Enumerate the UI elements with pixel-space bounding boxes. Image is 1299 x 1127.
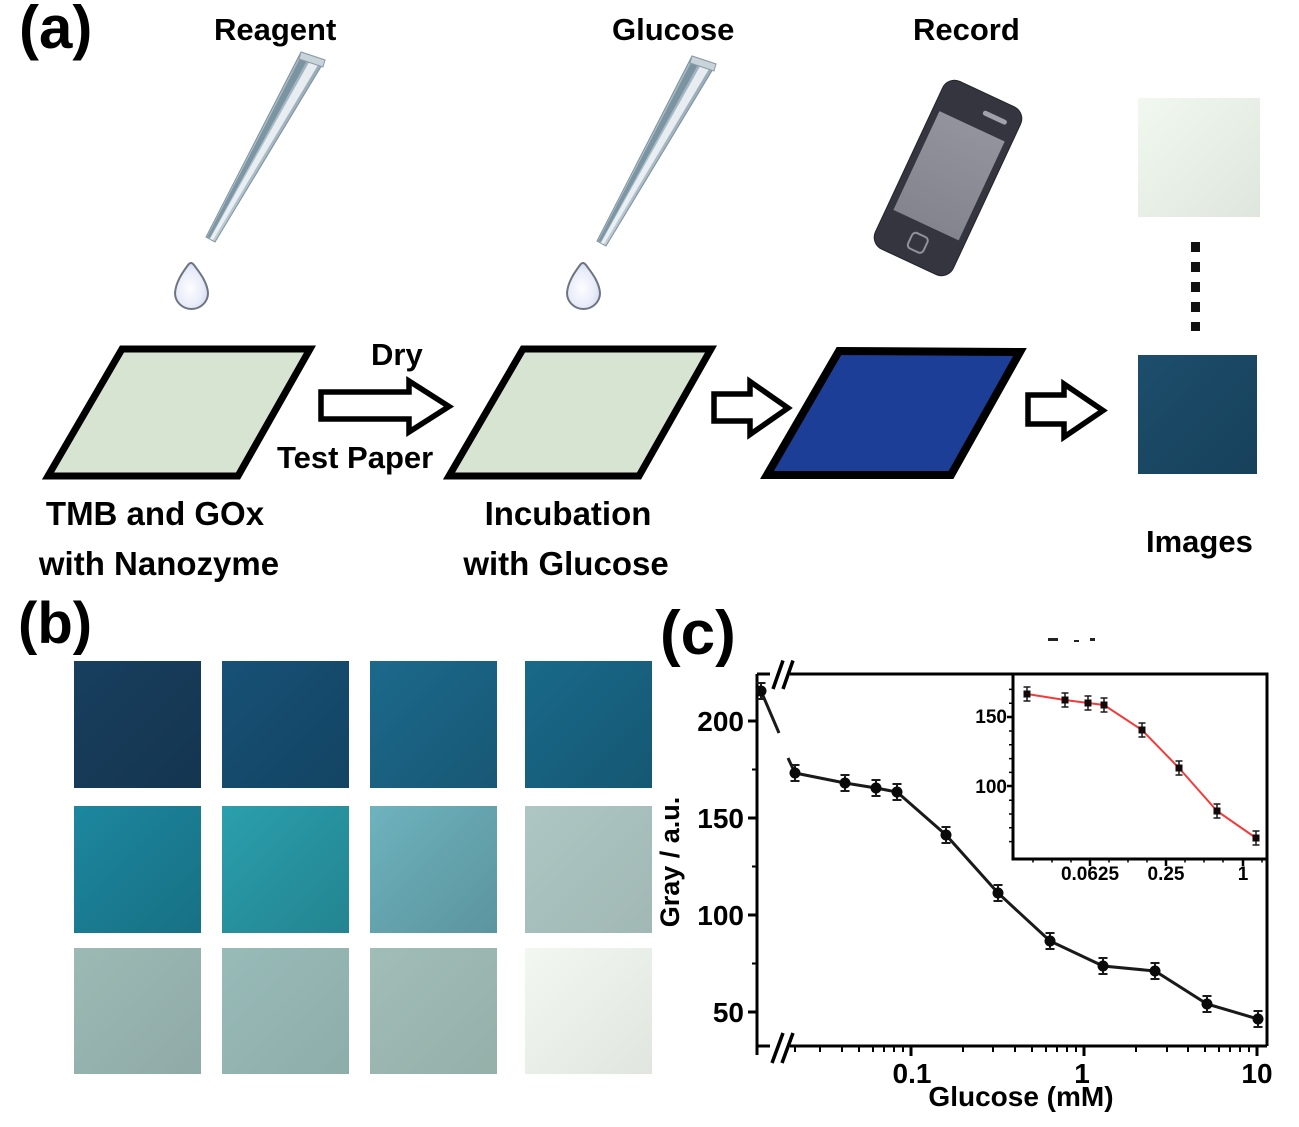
svg-text:10: 10: [1241, 1058, 1272, 1089]
svg-text:0.1: 0.1: [893, 1058, 932, 1089]
svg-text:Glucose (mM): Glucose (mM): [928, 1081, 1113, 1112]
svg-text:150: 150: [697, 803, 744, 834]
svg-text:Images: Images: [1146, 524, 1253, 559]
svg-text:1: 1: [1238, 864, 1249, 885]
svg-text:150: 150: [975, 707, 1007, 728]
svg-text:(b): (b): [18, 591, 92, 656]
svg-text:Test Paper: Test Paper: [277, 440, 433, 475]
svg-text:100: 100: [697, 900, 744, 931]
svg-text:Incubation: Incubation: [485, 495, 652, 532]
svg-text:Reagent: Reagent: [214, 12, 336, 47]
svg-text:(a): (a): [19, 0, 92, 61]
svg-text:TMB and GOx: TMB and GOx: [46, 495, 265, 532]
svg-text:50: 50: [713, 997, 744, 1028]
svg-text:200: 200: [697, 706, 744, 737]
svg-text:Glucose: Glucose: [612, 12, 734, 47]
svg-text:Record: Record: [913, 12, 1020, 47]
svg-text:Gray / a.u.: Gray / a.u.: [655, 797, 685, 928]
svg-text:with Nanozyme: with Nanozyme: [38, 545, 279, 582]
svg-text:0.0625: 0.0625: [1061, 864, 1120, 885]
svg-text:0.25: 0.25: [1148, 864, 1185, 885]
svg-text:with Glucose: with Glucose: [462, 545, 668, 582]
svg-text:1: 1: [1074, 1058, 1090, 1089]
svg-text:Dry: Dry: [371, 337, 423, 372]
svg-text:100: 100: [975, 777, 1007, 798]
svg-text:(c): (c): [660, 599, 736, 668]
